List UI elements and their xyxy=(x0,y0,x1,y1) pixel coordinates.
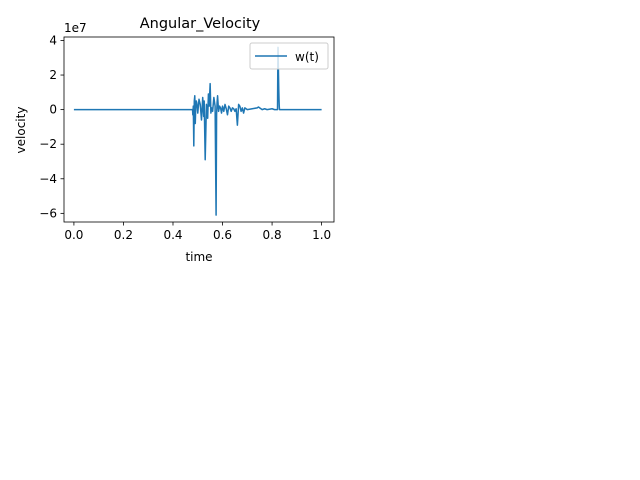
axes-frame xyxy=(63,36,335,223)
y-axis: −6 −4 −2 0 2 4 xyxy=(39,33,64,220)
x-tick-label: 1.0 xyxy=(312,228,331,242)
series-line-w-t xyxy=(73,46,322,216)
y-tick-label: 2 xyxy=(49,68,57,82)
chart-title: Angular_Velocity xyxy=(140,16,261,32)
y-tick-label: 4 xyxy=(49,33,57,47)
x-tick-label: 0.0 xyxy=(64,228,83,242)
x-tick-label: 0.8 xyxy=(263,228,282,242)
y-tick-label: −6 xyxy=(39,206,57,220)
x-tick-label: 0.2 xyxy=(114,228,133,242)
legend-frame xyxy=(249,42,329,70)
x-tick-label: 0.4 xyxy=(163,228,182,242)
legend: w(t) xyxy=(249,42,329,70)
y-tick-label: −4 xyxy=(39,172,57,186)
plot-area xyxy=(63,36,335,223)
x-tick-label: 0.6 xyxy=(213,228,232,242)
series-layer xyxy=(73,46,322,216)
y-tick-label: 0 xyxy=(49,103,57,117)
x-axis-label: time xyxy=(185,250,212,264)
legend-label: w(t) xyxy=(295,50,319,64)
y-tick-label: −2 xyxy=(39,137,57,151)
y-offset-label: 1e7 xyxy=(64,21,87,35)
y-axis-label: velocity xyxy=(14,107,28,154)
x-axis: 0.0 0.2 0.4 0.6 0.8 1.0 xyxy=(64,222,331,242)
